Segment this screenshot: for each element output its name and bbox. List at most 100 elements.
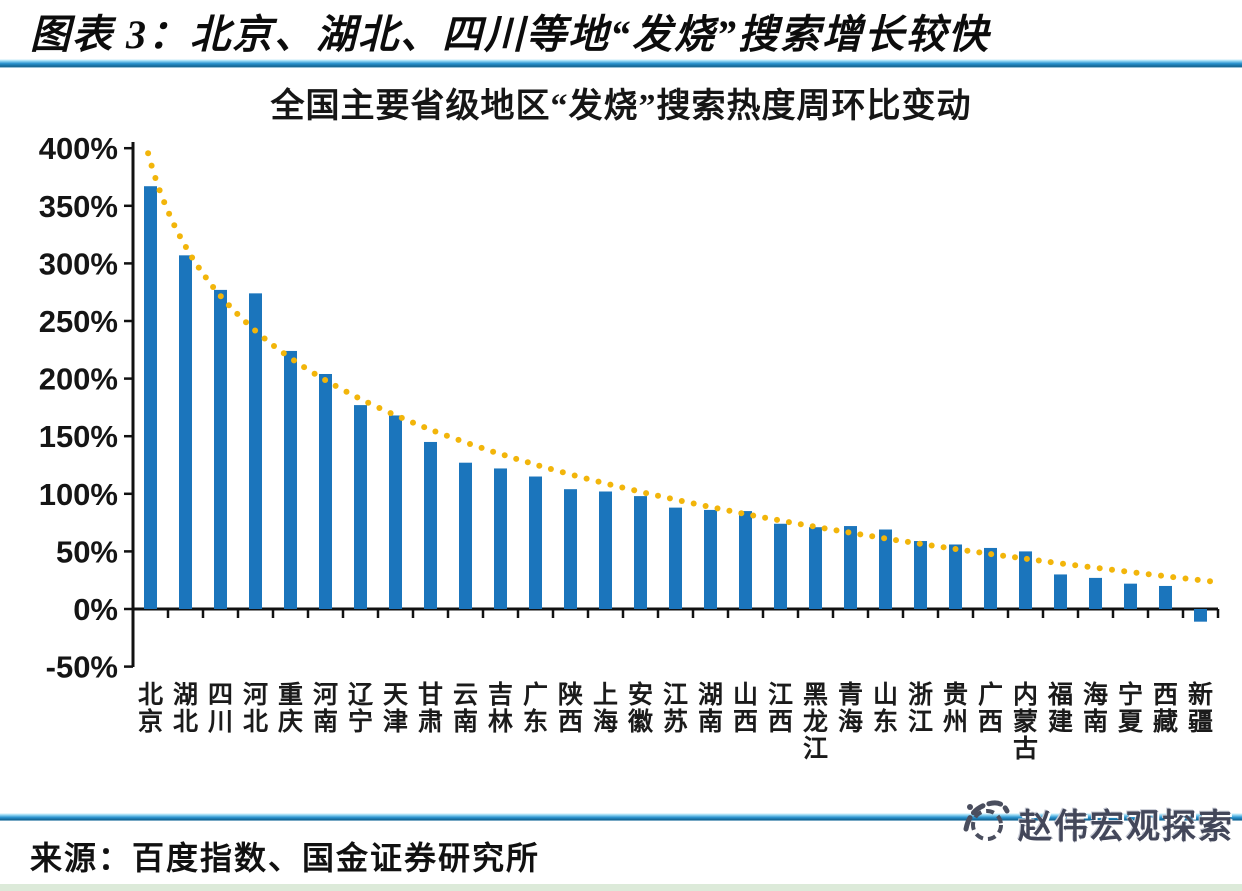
bar-江西 (774, 523, 787, 609)
trendline-dot (176, 233, 183, 240)
y-axis-tick-label: 200% (39, 362, 118, 397)
watermark-logo-icon (963, 800, 1010, 841)
trendline-dot (1060, 560, 1066, 567)
x-axis-label: 云南 (453, 682, 478, 736)
trendline-dot (774, 516, 780, 523)
x-axis-label: 陕西 (558, 681, 583, 736)
trendline-dot (410, 419, 416, 426)
x-axis-label: 重庆 (278, 681, 303, 736)
trendline-dot (252, 327, 259, 334)
trendline-dot (881, 535, 888, 542)
y-axis-tick-label: 400% (39, 131, 118, 166)
x-axis-label: 安徽 (627, 680, 654, 736)
chart-title: 全国主要省级地区“发烧”搜索热度周环比变动 (270, 88, 972, 125)
trendline-dot (833, 527, 840, 534)
bar-河北 (249, 293, 262, 609)
x-axis-label: 河北 (243, 681, 268, 736)
x-axis-label: 山西 (733, 681, 758, 736)
x-axis-label: 江西 (768, 681, 793, 736)
x-axis-label: 西藏 (1153, 682, 1178, 736)
y-axis-tick-label: -50% (46, 650, 118, 685)
bar-新疆 (1194, 609, 1207, 622)
x-axis-label: 辽宁 (348, 681, 374, 736)
trendline-dot (1096, 565, 1103, 572)
trendline-dot (988, 551, 995, 558)
trendline-dot (354, 394, 361, 401)
trendline-dot (571, 472, 578, 479)
trendline-dot (1158, 572, 1164, 579)
trendline-dot (376, 405, 383, 411)
trendline-dot (202, 274, 209, 281)
trendline-dot (478, 444, 485, 451)
bar-广东 (529, 476, 542, 609)
trendline-dot (301, 364, 308, 371)
trendline-dot (738, 510, 745, 517)
trendline-dot (952, 546, 959, 552)
trendline-dot (421, 424, 428, 431)
trendline-dot (182, 244, 189, 250)
bar-安徽 (634, 496, 647, 609)
trendline-dot (1207, 578, 1213, 585)
trendline-dot (156, 187, 163, 194)
trendline-dot (501, 452, 508, 459)
trendline-dot (809, 523, 816, 530)
bar-广西 (984, 547, 997, 609)
trendline-dot (690, 500, 697, 507)
x-axis-label: 湖北 (173, 681, 198, 736)
bar-甘肃 (424, 441, 437, 609)
x-axis-label: 广东 (523, 680, 548, 736)
trendline-dot (595, 478, 602, 485)
bar-海南 (1089, 577, 1102, 609)
trendline-dot (607, 481, 614, 488)
y-axis-tick-label: 350% (39, 189, 118, 224)
trendline-dot (619, 484, 626, 491)
x-axis-label: 湖南 (698, 681, 723, 736)
x-axis-label: 黑龙江 (803, 681, 828, 763)
trendline-dot (524, 459, 531, 466)
trendline-dot (217, 293, 224, 300)
trendline-dot (490, 448, 497, 455)
trendline-dot (145, 150, 152, 157)
trendline-dot (678, 498, 685, 504)
source-note: 来源：百度指数、国金证券研究所 (30, 840, 541, 876)
x-axis-label: 四川 (208, 682, 233, 736)
trendline-dot (940, 544, 947, 551)
trendline-dot (161, 199, 168, 206)
bar-山西 (739, 511, 752, 609)
trendline-dot (928, 542, 935, 549)
trendline-dot (536, 462, 543, 469)
bar-辽宁 (354, 405, 367, 609)
bar-贵州 (949, 544, 962, 609)
trendline-dot (1109, 566, 1115, 573)
trendline-dot (785, 519, 792, 526)
trendline-dot (1072, 562, 1079, 569)
y-axis-tick-label: 100% (39, 477, 118, 512)
x-axis-label: 上海 (593, 681, 618, 736)
trendline-dot (976, 549, 983, 556)
trendline-dot (583, 475, 590, 482)
bar-北京 (144, 186, 157, 609)
trendline-dot (234, 310, 241, 317)
trendline-dot (443, 432, 450, 439)
x-axis-label: 天津 (383, 682, 408, 736)
trendline-dot (1194, 576, 1201, 583)
trendline-dot (365, 399, 372, 406)
trendline-dot (1133, 569, 1140, 576)
trendline-dot (964, 547, 971, 554)
x-axis-label: 新疆 (1188, 680, 1213, 736)
bottom-edge-strip (0, 884, 1242, 891)
trendline-dot (845, 529, 852, 536)
figure-title: 图表 3：北京、湖北、四川等地“发烧”搜索增长较快 (30, 12, 990, 57)
x-axis-label: 江苏 (663, 681, 688, 736)
bar-西藏 (1159, 585, 1172, 609)
bar-山东 (879, 529, 892, 609)
trendline-dot (869, 533, 876, 540)
bar-陕西 (564, 489, 577, 609)
bar-云南 (459, 462, 472, 609)
x-axis-label: 贵州 (943, 681, 968, 736)
x-axis-label: 内蒙古 (1013, 681, 1038, 763)
bar-内蒙古 (1019, 551, 1032, 609)
x-axis-label: 青海 (838, 681, 863, 736)
trendline-dot (750, 512, 757, 519)
